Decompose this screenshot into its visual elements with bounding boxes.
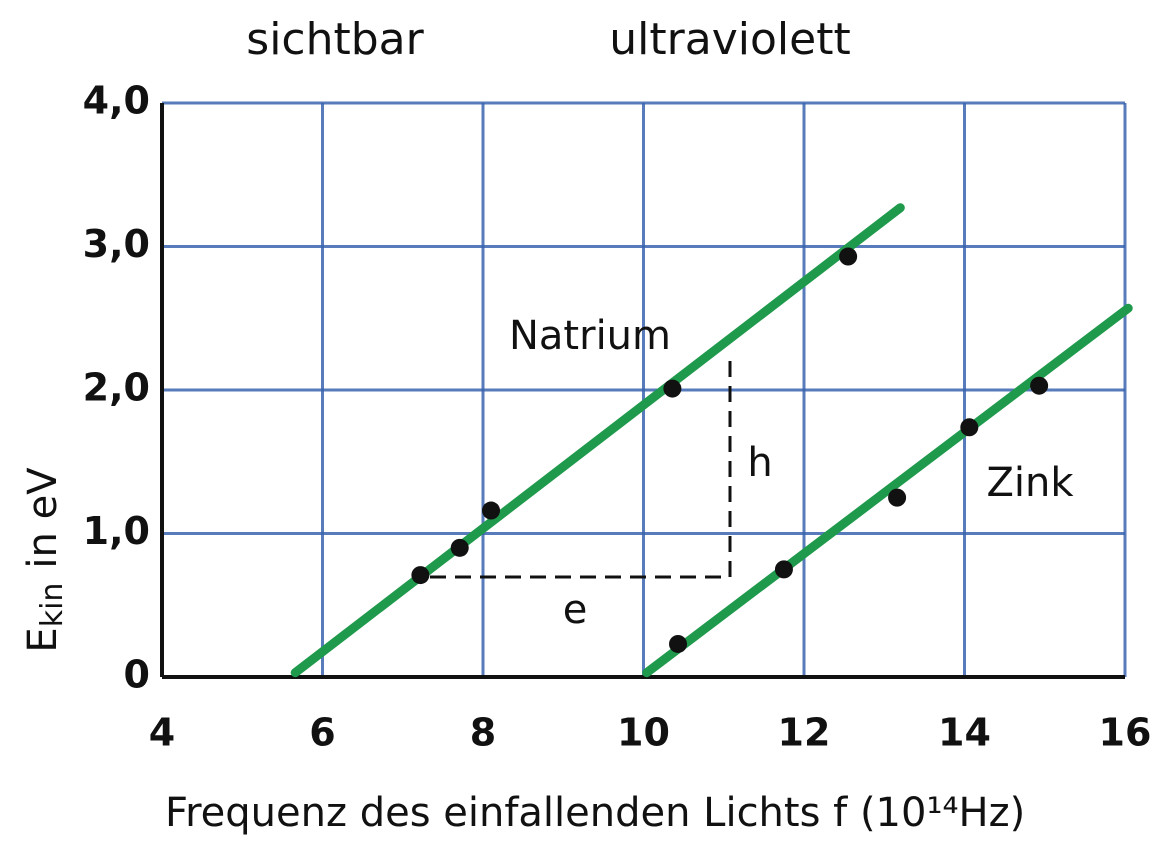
- annotation: h: [747, 440, 772, 486]
- data-point: [774, 560, 793, 579]
- data-point: [888, 488, 907, 507]
- series-label: Zink: [986, 460, 1074, 506]
- y-tick-label: 3,0: [83, 222, 150, 266]
- data-point: [663, 379, 682, 398]
- data-point: [669, 634, 688, 653]
- data-point: [1030, 376, 1049, 395]
- x-tick-label: 8: [470, 711, 496, 755]
- data-point: [450, 538, 469, 557]
- annotation: ultraviolett: [609, 14, 850, 65]
- fit-line: [642, 303, 1133, 678]
- x-tick-label: 6: [309, 711, 335, 755]
- y-label-unit: in eV: [20, 467, 66, 569]
- x-axis-label: Frequenz des einfallenden Lichts f (10¹⁴…: [165, 790, 1025, 836]
- x-tick-label: 12: [778, 711, 831, 755]
- grid: [160, 101, 1127, 679]
- data-point: [411, 566, 430, 585]
- y-label-symbol: E: [20, 627, 66, 652]
- series-label: Natrium: [509, 313, 671, 359]
- x-tick-label: 4: [149, 711, 175, 755]
- construction-triangle: [430, 355, 732, 579]
- y-label-subscript: kin: [35, 583, 70, 628]
- data-point: [482, 501, 501, 520]
- fit-line: [290, 203, 905, 678]
- y-axis-label: Ekin in eV: [20, 467, 70, 653]
- y-tick-label: 1,0: [83, 509, 150, 553]
- y-tick-label: 2,0: [83, 366, 150, 410]
- x-tick-label: 14: [938, 711, 991, 755]
- annotation: e: [563, 587, 588, 633]
- y-tick-label: 4,0: [83, 79, 150, 123]
- data-point: [960, 418, 979, 437]
- x-tick-label: 16: [1099, 711, 1152, 755]
- x-tick-label: 10: [617, 711, 670, 755]
- data-point: [839, 247, 858, 266]
- y-tick-label: 0: [124, 653, 150, 697]
- annotation: sichtbar: [246, 14, 424, 65]
